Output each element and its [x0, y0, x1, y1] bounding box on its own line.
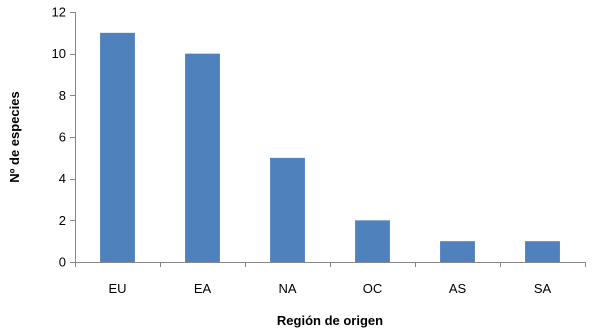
x-tick-label: EA: [194, 281, 212, 296]
y-axis-ticks: 0 2 4 6 8 10 12: [52, 5, 75, 270]
y-tick-label: 6: [59, 130, 66, 145]
bar-ea: [185, 54, 220, 262]
x-tick-label: NA: [278, 281, 296, 296]
x-tick-label: OC: [363, 281, 383, 296]
bar-oc: [355, 220, 390, 262]
bar-sa: [525, 241, 560, 262]
y-tick-label: 12: [52, 5, 66, 20]
x-axis-title: Región de origen: [277, 313, 383, 328]
x-tick-label: EU: [108, 281, 126, 296]
y-tick-label: 4: [59, 171, 66, 186]
x-tick-label: AS: [449, 281, 467, 296]
x-tick-label: SA: [534, 281, 552, 296]
x-axis-ticks: EU EA NA OC AS SA: [76, 262, 586, 296]
y-tick-label: 8: [59, 88, 66, 103]
y-tick-label: 10: [52, 46, 66, 61]
bars: [100, 33, 560, 262]
y-axis-title: Nº de especies: [7, 91, 22, 182]
y-tick-label: 2: [59, 213, 66, 228]
bar-eu: [100, 33, 135, 262]
bar-as: [440, 241, 475, 262]
y-tick-label: 0: [59, 255, 66, 270]
bar-na: [270, 158, 305, 262]
